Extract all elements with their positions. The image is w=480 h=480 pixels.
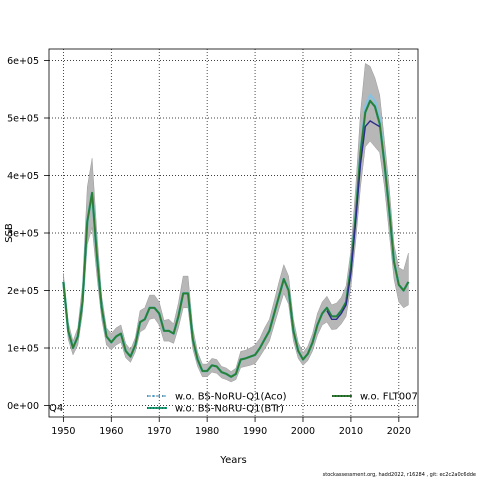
y-axis-title: SSB (4, 223, 15, 243)
legend: w.o. BS-NoRU-Q1(Aco)w.o. BS-NoRU-Q1(BTr)… (147, 392, 418, 415)
series-line-4 (326, 120, 381, 320)
x-axis-title: Years (219, 455, 246, 466)
y-tick-label: 1e+05 (7, 344, 39, 355)
y-tick-label: 4e+05 (7, 171, 39, 182)
x-tick-label: 1960 (99, 426, 123, 437)
confidence-band (63, 62, 409, 383)
y-axis: 0e+00 1e+05 2e+05 3e+05 4e+05 5e+05 6e+05 (7, 56, 49, 412)
y-tick-label: 5e+05 (7, 114, 39, 125)
confidence-band-layer (63, 62, 409, 383)
x-tick-label: 2010 (339, 426, 363, 437)
series-lines-layer (62, 93, 410, 378)
y-tick-label: 0e+00 (7, 401, 39, 412)
x-tick-label: 1950 (51, 426, 75, 437)
legend-label-3: w.o. FLT007 (360, 392, 418, 403)
legend-label-2: w.o. BS-NoRU-Q1(BTr) (175, 404, 284, 415)
y-tick-label: 3e+05 (7, 229, 39, 240)
x-tick-label: 1990 (243, 426, 267, 437)
y-tick-label: 2e+05 (7, 286, 39, 297)
footer-text: stockassessment.org, hadd2022, r16284 , … (322, 472, 476, 478)
x-axis: 1950 1960 1970 1980 1990 2000 2010 2020 (51, 417, 411, 437)
x-tick-label: 2020 (387, 426, 411, 437)
corner-label: Q4 (49, 403, 63, 414)
x-tick-label: 2000 (291, 426, 315, 437)
x-tick-label: 1970 (147, 426, 171, 437)
x-tick-label: 1980 (195, 426, 219, 437)
legend-label-1: w.o. BS-NoRU-Q1(Aco) (175, 392, 287, 403)
y-tick-label: 6e+05 (7, 56, 39, 67)
